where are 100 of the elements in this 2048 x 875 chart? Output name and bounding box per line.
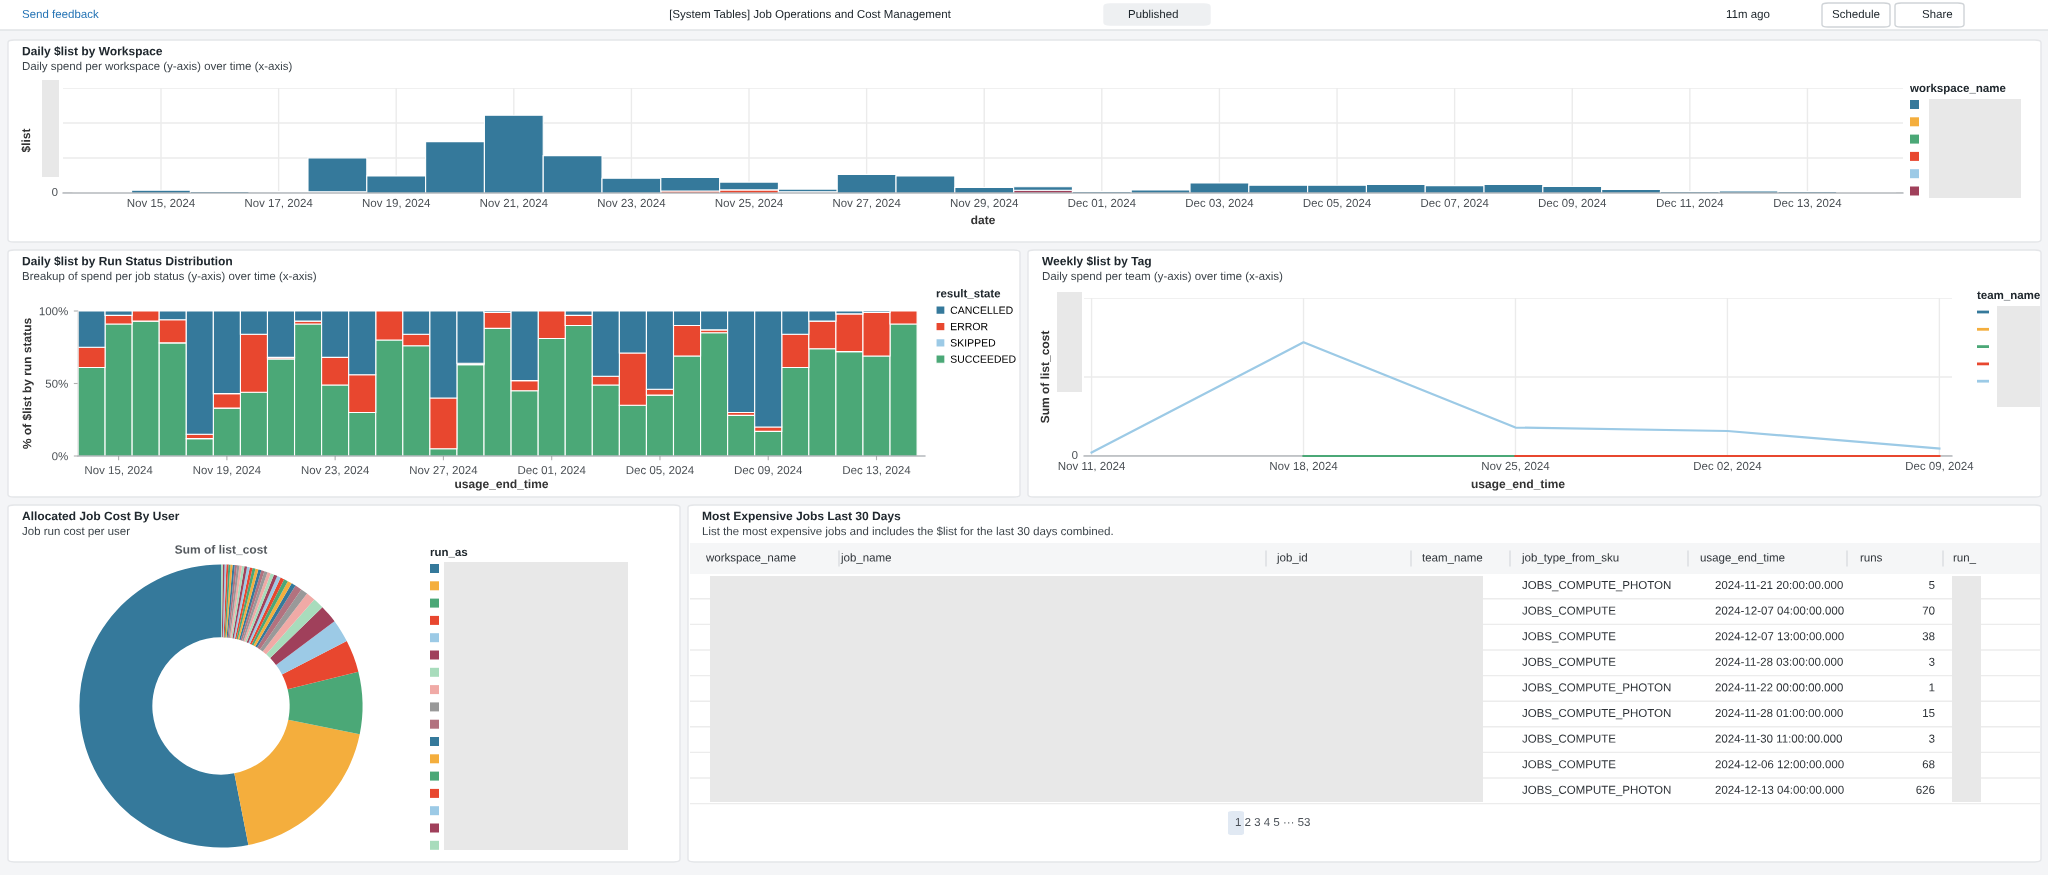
x-axis-title: usage_end_time [455, 479, 549, 491]
text: JOBS_COMPUTE_PHOTON [1522, 708, 1671, 720]
x-tick-label: Dec 01, 2024 [518, 466, 586, 476]
category-label: usage_end_time [1700, 553, 1785, 564]
chart-subtitle: Daily spend per team (y-axis) over time (x-axis) [1042, 271, 1283, 283]
text: 2024-12-07 04:00:00.000 [1715, 606, 1844, 615]
x-tick-label: Nov 23, 2024 [598, 198, 666, 209]
text: 2024-11-28 03:00:00.000 [1715, 657, 1843, 666]
x-tick-label: Dec 13, 2024 [843, 466, 911, 476]
chart-title: Weekly $list by Tag [1042, 256, 1151, 268]
category-label: run_ [1953, 555, 1977, 564]
text: 1 [1929, 683, 1935, 692]
text: [System Tables] Job Operations and Cost Management [669, 9, 951, 21]
text: 2024-11-22 00:00:00.000 [1715, 683, 1843, 692]
legend-title: team_name [1977, 291, 2040, 301]
x-axis-title: usage_end_time [1471, 479, 1565, 491]
legend-title: run_as [430, 549, 468, 558]
x-axis-title: date [971, 215, 995, 225]
text: List the most expensive jobs and includes the $list for the last 30 days combined. [702, 526, 1113, 538]
chart-title: Daily $list by Run Status Distribution [22, 256, 232, 268]
x-tick-label: Dec 09, 2024 [734, 466, 803, 476]
x-tick-label: Dec 07, 2024 [1421, 198, 1489, 209]
x-tick-label: Dec 05, 2024 [1303, 198, 1371, 209]
text: 3 [1929, 734, 1935, 743]
text: 11m ago [1726, 10, 1770, 21]
x-tick-label: Nov 25, 2024 [715, 198, 783, 209]
x-tick-label: Nov 29, 2024 [950, 198, 1019, 209]
y-tick-label: 100% [39, 307, 68, 316]
legend-title: result_state [936, 289, 1001, 299]
chart-title: Allocated Job Cost By User [22, 511, 180, 523]
x-tick-label: Nov 15, 2024 [127, 198, 195, 209]
text: JOBS_COMPUTE_PHOTON [1522, 683, 1671, 694]
y-axis-title: $list [21, 128, 31, 153]
y-axis-title: % of $list by run status [22, 318, 34, 449]
text: 68 [1922, 760, 1935, 769]
x-tick-label: Nov 21, 2024 [480, 198, 548, 209]
category-label: runs [1860, 555, 1882, 562]
text: 1 2 3 4 5 ··· 53 [1235, 817, 1310, 827]
x-tick-label: Dec 11, 2024 [1657, 198, 1724, 209]
text: 2024-12-06 12:00:00.000 [1715, 760, 1844, 769]
y-axis-title: Sum of list_cost [1040, 330, 1051, 423]
chart-subtitle: Job run cost per user [22, 526, 130, 538]
text: 15 [1923, 709, 1935, 718]
text: Schedule [1832, 9, 1880, 19]
category-label: job_name [840, 553, 891, 564]
x-tick-label: Nov 27, 2024 [833, 198, 901, 209]
category-label: job_id [1276, 553, 1307, 564]
chart-subtitle: Breakup of spend per job status (y-axis) over time (x-axis) [22, 271, 316, 283]
text: JOBS_COMPUTE [1522, 606, 1616, 617]
text: Send feedback [22, 9, 99, 19]
text: 2024-11-30 11:00:00.000 [1715, 734, 1843, 743]
text: JOBS_COMPUTE_PHOTON [1522, 785, 1671, 797]
text: JOBS_COMPUTE [1522, 760, 1616, 771]
x-tick-label: Nov 25, 2024 [1482, 461, 1550, 472]
text: 2024-11-28 01:00:00.000 [1715, 708, 1843, 718]
legend-label: ERROR [951, 322, 988, 331]
x-tick-label: Nov 18, 2024 [1270, 461, 1338, 472]
x-tick-label: Nov 15, 2024 [85, 466, 153, 476]
text: 2024-12-07 13:00:00.000 [1715, 632, 1844, 641]
text: Most Expensive Jobs Last 30 Days [702, 511, 901, 523]
text: 5 [1929, 581, 1935, 590]
text: 0 [52, 187, 58, 197]
y-tick-label: 50% [45, 379, 68, 388]
x-tick-label: Dec 13, 2024 [1774, 198, 1842, 209]
text: 626 [1916, 785, 1935, 794]
text: 38 [1922, 632, 1935, 641]
x-tick-label: Dec 09, 2024 [1906, 461, 1974, 472]
text: 2024-11-21 20:00:00.000 [1715, 580, 1843, 590]
legend-label: SKIPPED [950, 339, 996, 347]
x-tick-label: Dec 05, 2024 [626, 466, 694, 476]
category-label: workspace_name [705, 553, 796, 564]
x-tick-label: Nov 19, 2024 [362, 198, 431, 209]
category-label: team_name [1422, 554, 1483, 564]
text: 3 [1929, 657, 1935, 666]
x-tick-label: Dec 03, 2024 [1186, 198, 1254, 209]
x-tick-label: Dec 09, 2024 [1538, 198, 1607, 209]
text: 2024-12-13 04:00:00.000 [1715, 785, 1844, 794]
text: JOBS_COMPUTE [1522, 734, 1616, 745]
x-tick-label: Dec 02, 2024 [1694, 461, 1762, 472]
text: Sum of list_cost [175, 544, 268, 556]
legend-title: workspace_name [1909, 83, 2006, 95]
legend-label: SUCCEEDED [950, 355, 1016, 363]
x-tick-label: Nov 11, 2024 [1058, 461, 1126, 472]
text: Published [1128, 9, 1178, 19]
legend-label: CANCELLED [950, 306, 1013, 314]
x-tick-label: Nov 23, 2024 [301, 466, 370, 476]
text: 0 [1072, 450, 1078, 460]
y-tick-label: 0% [52, 452, 68, 461]
text: JOBS_COMPUTE [1522, 632, 1616, 643]
x-tick-label: Nov 19, 2024 [193, 466, 261, 476]
text: Share [1922, 9, 1953, 19]
chart-subtitle: Daily spend per workspace (y-axis) over time (x-axis) [22, 61, 292, 73]
text: JOBS_COMPUTE_PHOTON [1522, 580, 1671, 592]
x-tick-label: Nov 17, 2024 [245, 198, 313, 209]
chart-title: Daily $list by Workspace [22, 46, 163, 58]
x-tick-label: Nov 27, 2024 [410, 466, 478, 476]
text: 70 [1922, 606, 1935, 615]
x-tick-label: Dec 01, 2024 [1068, 198, 1136, 209]
category-label: job_type_from_sku [1521, 553, 1619, 564]
text: JOBS_COMPUTE [1522, 657, 1616, 669]
